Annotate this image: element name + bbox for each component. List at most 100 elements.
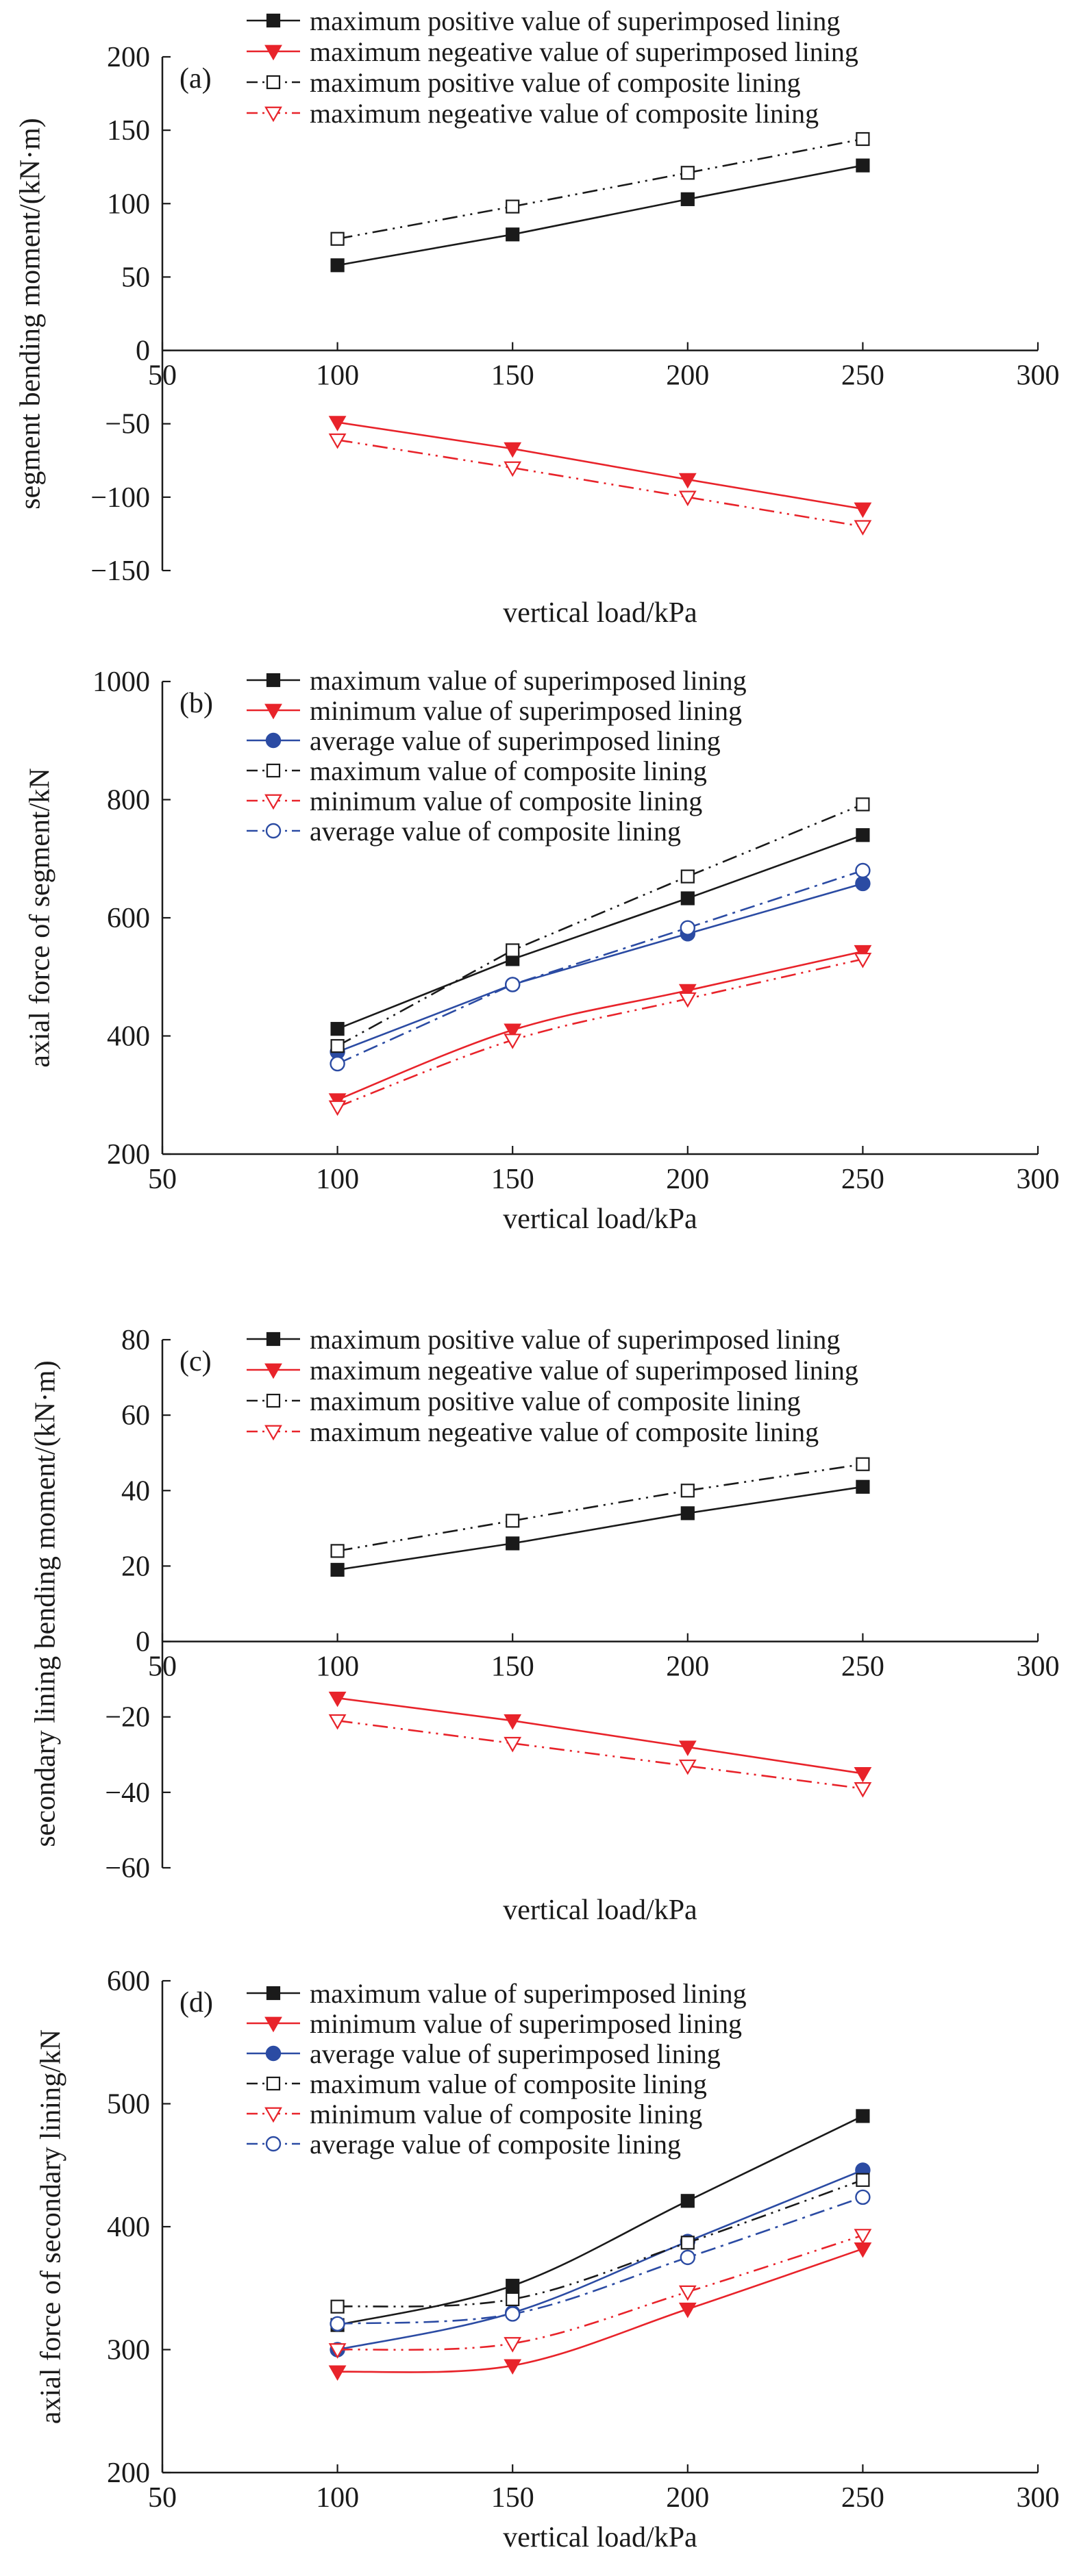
data-point: [854, 1766, 872, 1783]
x-tick-label: 100: [316, 1164, 359, 1195]
data-point: [678, 1740, 697, 1756]
legend-marker: [266, 1331, 281, 1347]
data-point: [330, 1039, 345, 1053]
data-point: [854, 945, 872, 961]
data-point: [504, 2359, 522, 2375]
legend-marker: [264, 2107, 282, 2123]
series-line: [337, 2196, 863, 2325]
series-line: [337, 834, 863, 1030]
data-point: [856, 1479, 870, 1494]
legend-item: maximum negeative value of composite lin…: [247, 98, 819, 129]
data-point: [680, 1506, 695, 1521]
legend-label: maximum value of superimposed lining: [310, 665, 747, 696]
x-tick-label: 300: [1017, 1164, 1060, 1195]
x-tick-label: 250: [841, 2482, 884, 2514]
data-point: [680, 192, 695, 206]
data-point: [678, 490, 697, 507]
y-tick-label: 50: [121, 262, 150, 293]
data-point: [855, 2189, 871, 2205]
data-point: [505, 2306, 521, 2322]
x-tick-label: 250: [841, 1164, 884, 1195]
x-tick-label: 50: [148, 360, 177, 392]
legend-item: maximum value of composite lining: [247, 755, 707, 786]
legend-marker: [265, 732, 282, 749]
data-point: [330, 1022, 345, 1036]
chart-panel-2: 200 400 600 800 1000 50 100 150 200 250 300 vertica…: [25, 665, 1060, 1235]
legend-item: average value of composite lining: [247, 816, 681, 847]
legend-marker: [266, 75, 281, 90]
x-axis-title: vertical load/kPa: [503, 1203, 697, 1235]
legend-label: maximum value of composite lining: [310, 755, 707, 786]
y-tick-label: 600: [107, 1966, 150, 1997]
data-point: [680, 2249, 695, 2266]
legend-item: maximum value of superimposed lining: [247, 665, 747, 696]
data-point: [330, 1562, 345, 1577]
data-point: [854, 953, 872, 968]
data-point: [680, 891, 695, 905]
data-point: [330, 258, 345, 273]
legend-label: maximum value of composite lining: [310, 2068, 707, 2099]
series-line: [337, 882, 863, 1053]
series-4: [328, 1714, 872, 1798]
legend-label: minimum value of superimposed lining: [310, 695, 742, 726]
y-axis-title: segment bending moment/(kN·m): [15, 118, 47, 510]
data-point: [506, 1536, 520, 1551]
legend-label: maximum negeative value of composite lin…: [310, 98, 819, 129]
legend-marker: [264, 45, 282, 61]
series-line: [337, 869, 863, 1065]
x-axis-title: vertical load/kPa: [503, 597, 697, 629]
chart-panel-4: 200 300 400 500 600 50 100 150 200 250 300 vertical…: [36, 1966, 1060, 2553]
x-tick-label: 200: [666, 1164, 709, 1195]
data-point: [680, 920, 695, 936]
series-line: [337, 1719, 863, 1790]
y-tick-label: 40: [121, 1475, 150, 1507]
data-point: [504, 442, 522, 458]
legend-item: minimum value of composite lining: [247, 786, 702, 816]
y-tick-label: 600: [107, 903, 150, 934]
legend-item: average value of superimposed lining: [247, 725, 721, 756]
series-2: [328, 945, 872, 1109]
data-point: [506, 2292, 520, 2307]
data-point: [330, 2316, 345, 2332]
data-point: [856, 2109, 870, 2123]
series-line: [336, 803, 863, 1047]
legend: maximum positive value of superimposed l…: [247, 1324, 858, 1447]
data-point: [856, 1457, 870, 1471]
data-point: [328, 1714, 347, 1730]
series-5: [328, 2229, 872, 2359]
legend-marker: [266, 1986, 281, 2001]
data-point: [856, 132, 870, 147]
data-point: [504, 1714, 522, 1730]
data-point: [855, 862, 871, 879]
data-point: [504, 2337, 522, 2353]
data-point: [328, 2343, 347, 2359]
x-tick-label: 150: [491, 1164, 534, 1195]
y-tick-label: 200: [107, 2458, 150, 2489]
legend-label: average value of superimposed lining: [310, 2038, 721, 2069]
y-tick-label: 20: [121, 1551, 150, 1582]
x-tick-label: 150: [491, 2482, 534, 2514]
data-point: [680, 869, 695, 884]
y-tick-label: −20: [105, 1702, 150, 1734]
legend-label: maximum negeative value of superimposed …: [310, 36, 858, 67]
legend-marker: [264, 1425, 282, 1441]
legend-label: minimum value of composite lining: [310, 2099, 702, 2129]
series-6: [330, 862, 871, 1072]
x-tick-label: 150: [491, 360, 534, 392]
data-point: [678, 992, 697, 1008]
data-point: [854, 520, 872, 536]
y-tick-label: 150: [107, 115, 150, 147]
data-point: [506, 1514, 520, 1528]
y-tick-label: 0: [136, 1627, 150, 1658]
data-point: [854, 2229, 872, 2244]
legend: maximum value of superimposed liningmini…: [247, 665, 747, 847]
data-point: [330, 2299, 345, 2314]
legend-label: minimum value of superimposed lining: [310, 2008, 742, 2039]
panel-label: (d): [179, 1987, 213, 2018]
series-4: [328, 433, 872, 536]
legend-item: maximum value of composite lining: [247, 2068, 707, 2099]
series-1: [330, 158, 870, 273]
series-4: [330, 2173, 870, 2314]
x-tick-label: 250: [841, 360, 884, 392]
